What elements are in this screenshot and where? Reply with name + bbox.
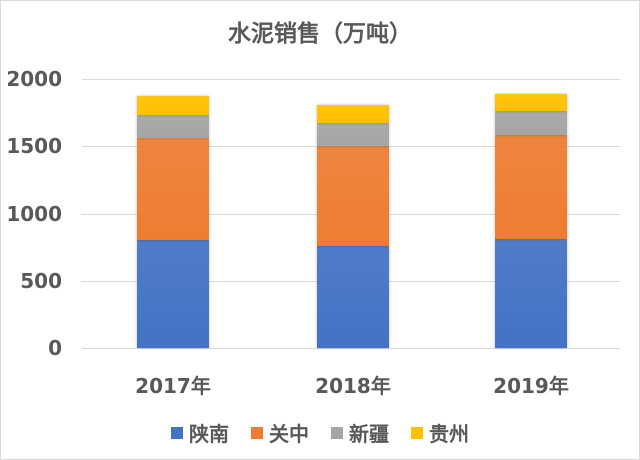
y-tick-label: 2000 xyxy=(6,67,62,91)
bar-segment[interactable] xyxy=(137,96,209,116)
legend-label: 陕南 xyxy=(189,422,229,446)
legend-label: 新疆 xyxy=(349,422,389,446)
legend-swatch-icon xyxy=(331,426,343,439)
legend-item-guizhou[interactable]: 贵州 xyxy=(411,418,469,447)
x-tick-label: 2018年 xyxy=(315,374,391,398)
bar-segment[interactable] xyxy=(317,123,389,147)
legend-item-shaannan[interactable]: 陕南 xyxy=(171,418,229,447)
bar-segment[interactable] xyxy=(317,146,389,246)
legend-swatch-icon xyxy=(251,426,263,439)
bar-segment[interactable] xyxy=(317,104,389,124)
legend-item-guanzhong[interactable]: 关中 xyxy=(251,418,309,447)
y-tick-label: 1500 xyxy=(6,134,62,159)
bar-segment[interactable] xyxy=(495,239,567,348)
legend-swatch-icon xyxy=(171,426,183,439)
y-tick-label: 1000 xyxy=(6,201,62,226)
chart-title: 水泥销售（万吨） xyxy=(228,21,412,47)
bar-segment[interactable] xyxy=(495,93,567,112)
legend-item-xinjiang[interactable]: 新疆 xyxy=(331,418,389,447)
legend: 陕南 关中 新疆 贵州 xyxy=(0,418,640,447)
legend-swatch-icon xyxy=(411,426,423,439)
legend-label: 关中 xyxy=(269,422,309,446)
bar-segment[interactable] xyxy=(495,135,567,240)
x-tick-label: 2017年 xyxy=(135,374,211,398)
bar-segment[interactable] xyxy=(137,240,209,348)
y-tick-label: 500 xyxy=(20,268,62,293)
bar-segment[interactable] xyxy=(317,245,389,348)
bar-segment[interactable] xyxy=(137,138,209,241)
bar-segment[interactable] xyxy=(137,115,209,139)
gridline xyxy=(82,348,620,349)
x-tick-label: 2019年 xyxy=(493,374,569,398)
bar-segment[interactable] xyxy=(495,111,567,136)
legend-label: 贵州 xyxy=(429,422,469,446)
y-tick-label: 0 xyxy=(48,336,62,360)
gridline xyxy=(82,79,620,80)
